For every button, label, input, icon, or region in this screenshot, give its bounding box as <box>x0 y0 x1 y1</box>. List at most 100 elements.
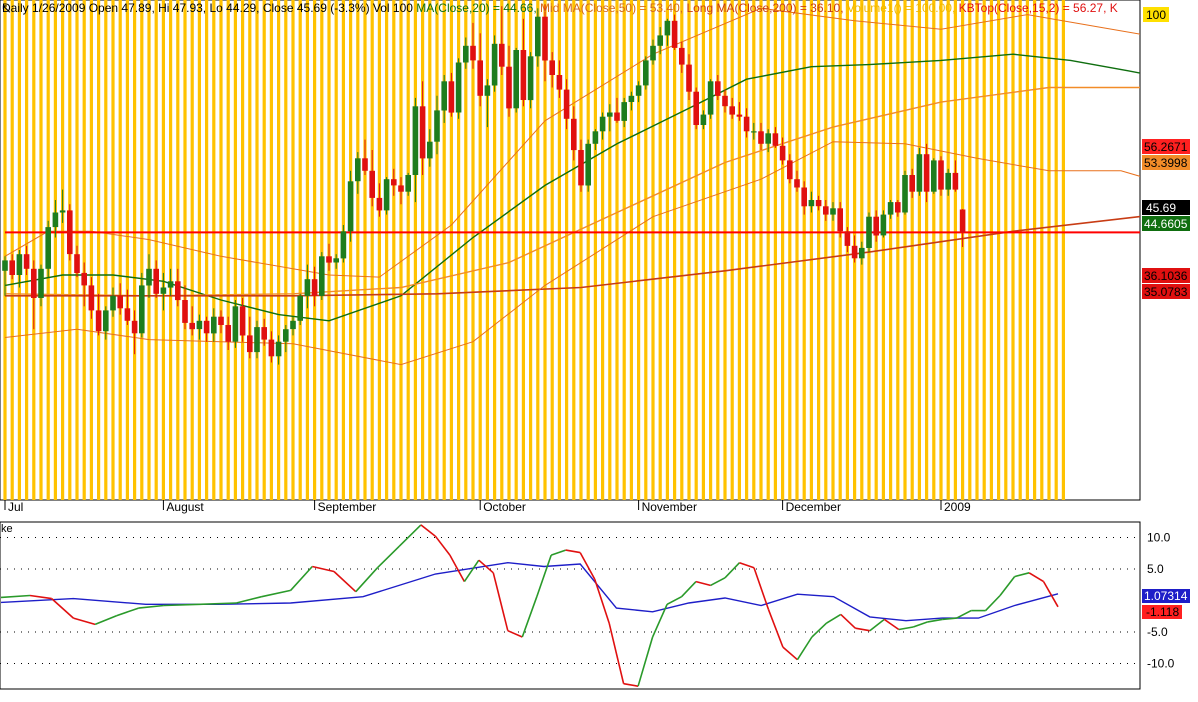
osc-segment <box>666 595 682 606</box>
candle <box>211 308 217 342</box>
bar-stripe <box>363 0 367 500</box>
bar-stripe <box>1018 0 1022 500</box>
candle <box>412 97 419 203</box>
bar-stripe <box>248 0 252 500</box>
chart-header: Daily 1/26/2009 Open 47.89, Hi 47.93, Lo… <box>2 1 1118 15</box>
bar-stripe <box>176 0 180 500</box>
bar-stripe <box>140 0 144 500</box>
oscillator-pane <box>0 521 1141 690</box>
osc-segment <box>312 565 335 573</box>
header-ma200: Long MA(Close,200) = 36.10, <box>686 1 843 15</box>
candle <box>837 202 843 238</box>
bar-stripe <box>39 0 43 500</box>
candle <box>326 243 332 271</box>
osc-segment <box>29 594 52 600</box>
bar-stripe <box>161 0 165 500</box>
bar-stripe <box>421 0 425 500</box>
bar-stripe <box>939 0 943 500</box>
bar-stripe <box>629 0 633 500</box>
header-prefix: Daily 1/26/2009 Open 47.89, Hi 47.93, Lo… <box>2 1 413 15</box>
line-signal <box>0 561 1059 622</box>
candle <box>499 6 505 75</box>
header-kbtop: KBTop(Close,15,2) = 56.27, K <box>959 1 1118 15</box>
line-long-ma-close-200- <box>5 215 1140 297</box>
bar-stripe <box>169 0 173 500</box>
osc-segment <box>927 618 943 623</box>
candle <box>506 45 512 117</box>
bar-stripe <box>716 0 720 500</box>
osc-segment <box>796 636 813 661</box>
bar-stripe <box>723 0 727 500</box>
osc-segment <box>521 596 538 638</box>
bar-stripe <box>529 0 533 500</box>
candle <box>679 41 685 73</box>
oscillator-value-labels: 1.07314 -1.118 <box>1142 589 1190 619</box>
candle <box>383 177 390 215</box>
bar-stripe <box>925 0 929 500</box>
osc-segment <box>550 549 566 556</box>
bar-stripe <box>3 0 7 500</box>
candle <box>563 79 570 130</box>
osc-segment <box>116 607 139 617</box>
bar-stripe <box>464 0 468 500</box>
candle <box>103 306 109 340</box>
candle <box>808 191 815 213</box>
candle <box>124 289 131 325</box>
bar-stripe <box>377 0 381 500</box>
bar-stripe <box>1047 0 1051 500</box>
indicator-lines <box>4 7 1140 366</box>
bar-stripe <box>759 0 763 500</box>
date-tick-label: Jul <box>8 500 23 514</box>
candle <box>938 156 944 196</box>
bar-stripe <box>1011 0 1015 500</box>
bar-stripe <box>392 0 396 500</box>
bar-stripe <box>997 0 1001 500</box>
candle <box>470 22 476 69</box>
bar-stripe <box>61 0 65 500</box>
candle <box>729 97 735 119</box>
candle <box>787 154 793 184</box>
candle <box>2 256 8 296</box>
main-pane <box>0 0 1141 501</box>
candle <box>909 168 915 198</box>
bar-stripe <box>104 0 108 500</box>
bar-stripe <box>53 0 57 500</box>
osc-segment <box>73 617 96 626</box>
candle <box>434 95 440 155</box>
candle <box>9 254 15 280</box>
candle <box>549 52 555 88</box>
candle <box>275 335 282 365</box>
candle <box>916 147 923 196</box>
candle <box>743 108 750 138</box>
oscillator-grid <box>0 537 1140 664</box>
osc-segment <box>536 554 552 597</box>
price-label-ma20: 44.6605 <box>1144 217 1188 231</box>
bar-stripe <box>550 0 554 500</box>
candle <box>218 310 224 334</box>
osc-segment <box>449 554 466 582</box>
osc-segment <box>956 609 972 619</box>
osc-segment <box>478 559 494 574</box>
osc-segment <box>753 567 770 610</box>
price-label-volume: 100 <box>1146 8 1166 22</box>
bar-stripe <box>97 0 101 500</box>
bar-stripe <box>745 0 749 500</box>
bar-stripe <box>665 0 669 500</box>
osc-segment <box>200 602 237 606</box>
osc-segment <box>999 576 1016 596</box>
candle <box>311 266 318 307</box>
osc-segment <box>355 567 379 593</box>
candle <box>405 172 411 196</box>
bar-stripe <box>781 0 785 500</box>
bar-stripe <box>255 0 259 500</box>
bar-stripe <box>32 0 36 500</box>
candle <box>196 314 203 340</box>
candle <box>175 268 181 307</box>
candle <box>283 325 289 353</box>
bar-stripe <box>10 0 14 500</box>
osc-segment <box>651 603 668 638</box>
bar-stripe <box>111 0 115 500</box>
candle <box>880 210 887 238</box>
osc-tick-label: -10.0 <box>1147 657 1175 671</box>
